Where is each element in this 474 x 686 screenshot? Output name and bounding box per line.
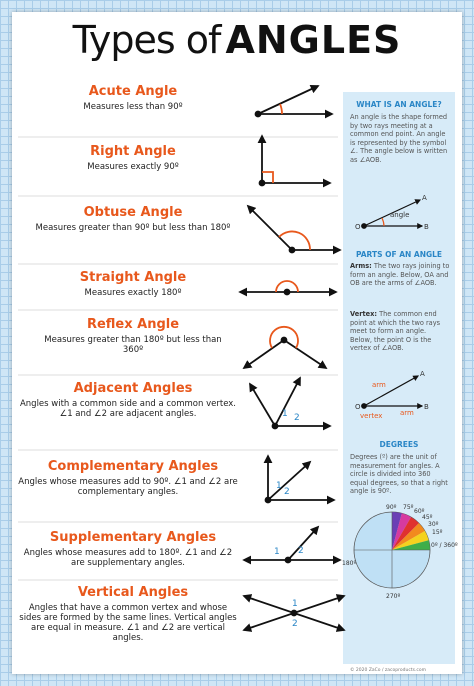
angle-description: Measures greater than 90º but less than … xyxy=(35,223,231,233)
definition: The common end point at which the two ra… xyxy=(350,310,441,352)
angle-description: Measures less than 90º xyxy=(83,102,183,112)
angle-diagrams xyxy=(18,84,424,632)
diagram-label: 1 xyxy=(274,547,280,557)
angle-name: Acute Angle xyxy=(88,84,178,99)
diagram-label: B xyxy=(424,403,429,411)
term: Arms: xyxy=(350,262,372,270)
angle-description: Measures greater than 180º but less than… xyxy=(44,335,222,355)
diagram-label: angle xyxy=(390,211,409,219)
diagram-label: 270º xyxy=(386,593,400,600)
title: Types of ANGLES xyxy=(0,18,474,62)
diagram-label: 75º xyxy=(403,504,414,511)
diagram-label: 30º xyxy=(428,521,439,528)
diagram-label: O xyxy=(355,223,361,231)
angle-name: Right Angle xyxy=(90,144,176,159)
sidebar-heading: WHAT IS AN ANGLE? xyxy=(356,100,442,109)
diagram-label: arm xyxy=(400,409,414,417)
angle-description: Angles whose measures add to 180º. ∠1 an… xyxy=(23,548,233,568)
diagram-label: 1 xyxy=(276,481,282,491)
angle-name: Reflex Angle xyxy=(86,317,180,332)
angle-name: Straight Angle xyxy=(79,270,187,285)
term: Vertex: xyxy=(350,310,377,318)
footer: © 2020 ZaCo / zacoproducts.com xyxy=(350,668,426,673)
diagram-label: 60º xyxy=(414,508,425,515)
diagram-label: O xyxy=(355,403,361,411)
diagram-label: B xyxy=(424,223,429,231)
angle-description: Measures exactly 180º xyxy=(84,288,182,298)
sidebar-text: Arms: The two rays joining to form an an… xyxy=(350,262,450,288)
angle-description: Measures exactly 90º xyxy=(87,162,179,172)
definition: The two rays joining to form an angle. B… xyxy=(350,262,450,287)
title-main: ANGLES xyxy=(225,18,402,62)
diagram-label: A xyxy=(422,194,427,202)
diagram-label: 45º xyxy=(422,514,433,521)
sidebar-text: Vertex: The common end point at which th… xyxy=(350,310,450,353)
angle-name: Adjacent Angles xyxy=(73,381,193,396)
diagram-label: arm xyxy=(372,381,386,389)
diagram-label: A xyxy=(420,370,425,378)
diagram-label: 2 xyxy=(292,619,298,629)
diagram-label: 2 xyxy=(284,487,290,497)
diagram-label: 1 xyxy=(282,409,288,419)
degree-circle xyxy=(353,511,431,589)
title-prefix: Types of xyxy=(72,18,222,62)
angle-name: Supplementary Angles xyxy=(49,530,217,545)
angle-name: Vertical Angles xyxy=(77,585,189,600)
angle-name: Complementary Angles xyxy=(47,459,219,474)
diagram-label: vertex xyxy=(360,412,382,420)
angle-name: Obtuse Angle xyxy=(83,205,183,220)
diagram-label: 1 xyxy=(292,599,298,609)
angle-description: Angles that have a common vertex and who… xyxy=(19,603,237,643)
angle-description: Angles whose measures add to 90º. ∠1 and… xyxy=(18,477,238,497)
diagram-label: 180º xyxy=(342,560,356,567)
sidebar-text: An angle is the shape formed by two rays… xyxy=(350,113,448,164)
diagram-label: 15º xyxy=(432,529,443,536)
diagram-label: 90º xyxy=(386,504,397,511)
angle-description: Angles with a common side and a common v… xyxy=(19,399,237,419)
sidebar-heading: PARTS OF AN ANGLE xyxy=(355,250,443,259)
diagram-label: 2 xyxy=(298,546,304,556)
diagram-label: 2 xyxy=(294,413,300,423)
sidebar-text: Degrees (º) are the unit of measurement … xyxy=(350,453,448,495)
diagram-label: 0º / 360º xyxy=(431,542,458,549)
separators xyxy=(18,136,338,581)
sidebar-heading: DEGREES xyxy=(379,440,419,449)
